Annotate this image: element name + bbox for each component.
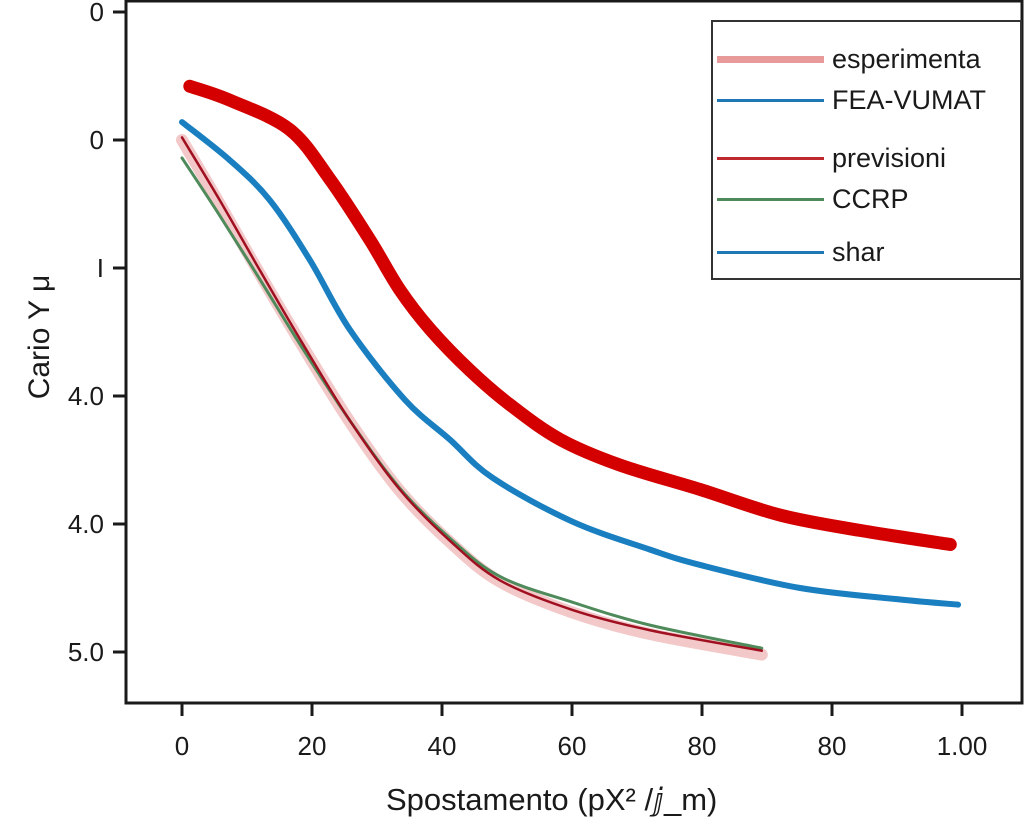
legend-item-esperimenta: esperimenta (717, 44, 981, 74)
legend-swatch (717, 55, 824, 63)
y-tick-label: 4.0 (68, 509, 104, 539)
legend-item-ccrp: CCRP (717, 184, 909, 214)
legend-item-previsioni: previsioni (717, 143, 946, 173)
legend-swatch (717, 156, 824, 160)
x-tick-label: 40 (428, 731, 457, 761)
legend-item-shar: shar (717, 237, 885, 267)
x-tick-label: 60 (558, 731, 587, 761)
legend-label: previsioni (832, 142, 947, 173)
x-tick-label: 80 (818, 731, 847, 761)
y-tick-label: 4.0 (68, 381, 104, 411)
series-line-fea-vumat (179, 119, 962, 608)
legend-label: esperimenta (832, 43, 981, 74)
plot-frame (124, 0, 1024, 705)
x-tick-label: 20 (298, 731, 327, 761)
y-tick-label: 5.0 (68, 637, 104, 667)
series-line-previsioni (180, 136, 764, 652)
series-line-band (176, 134, 768, 661)
y-tick-label: 0 (90, 0, 104, 27)
legend-swatch (717, 250, 824, 254)
legend-item-fea-vumat: FEA-VUMAT (717, 85, 986, 115)
y-tick-label: 0 (90, 125, 104, 155)
legend-swatch (717, 98, 824, 102)
legend: esperimenta FEA-VUMAT previsioni CCRP sh… (711, 20, 1022, 280)
legend-swatch (717, 197, 824, 201)
x-tick-label: 0 (175, 731, 189, 761)
x-tick-label: 80 (688, 731, 717, 761)
legend-label: FEA-VUMAT (832, 84, 986, 115)
series-line-ccrp (180, 156, 764, 650)
legend-label: CCRP (832, 183, 909, 214)
legend-label: shar (832, 236, 885, 267)
y-axis-label: Cario Y μ (23, 274, 56, 400)
y-tick-label: I (97, 253, 104, 283)
x-tick-label: 1.00 (937, 731, 988, 761)
series-line-measured (183, 79, 957, 551)
x-axis-label: Spostamento (pX² /ⅉ_m) (386, 782, 718, 817)
